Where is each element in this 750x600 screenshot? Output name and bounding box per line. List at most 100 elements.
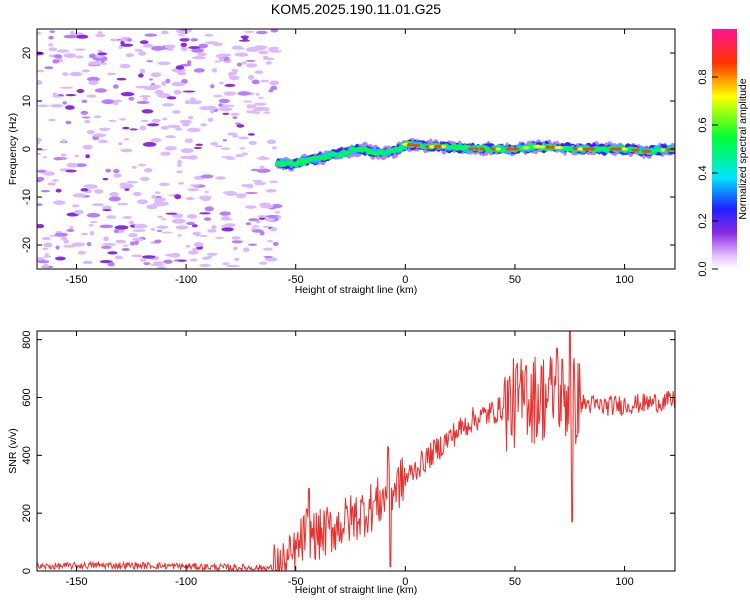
- spectrogram-noise-blob: [215, 176, 226, 180]
- spectrogram-noise-blob: [186, 127, 201, 133]
- spectrogram-noise-blob: [254, 181, 267, 186]
- colorbar-tick-label: 0.0: [697, 261, 709, 276]
- snr-x-ticks: -150 -100 -50 0 50 100: [65, 331, 634, 588]
- spectrogram-noise-blob: [207, 117, 214, 122]
- spectrogram-noise-blob: [137, 163, 147, 167]
- spectrogram-noise-blob: [154, 191, 161, 195]
- spectrogram-noise-blob: [62, 245, 76, 248]
- spectrogram-noise-blob: [163, 259, 173, 264]
- spectrogram-noise-blob: [65, 94, 77, 97]
- spectrogram-noise-blob: [117, 142, 123, 146]
- spectrogram-noise-blob: [254, 70, 264, 74]
- spectrogram-noise-blob: [136, 101, 150, 104]
- spectrogram-noise-blob: [142, 96, 148, 101]
- spectrogram-noise-blob: [80, 188, 89, 192]
- spectrogram-noise-blob: [190, 258, 198, 262]
- spectrogram-noise-blob: [185, 29, 193, 33]
- spectrogram-noise-blob: [160, 125, 169, 130]
- spectrogram-noise-blob: [220, 218, 233, 221]
- spectrogram-noise-blob: [215, 54, 226, 58]
- spectrogram-noise-blob: [203, 217, 212, 221]
- spectrogram-noise-blob: [157, 266, 167, 269]
- spectrogram-noise-blob: [177, 71, 187, 76]
- spectrogram-noise-blob: [138, 51, 147, 56]
- spectrogram-noise-blob: [44, 66, 54, 70]
- spectrogram-noise-blob: [99, 224, 114, 229]
- spectrogram-noise-blob: [177, 234, 182, 237]
- spectrogram-noise-blob: [95, 33, 106, 38]
- spectrogram-noise-blob: [211, 68, 218, 73]
- spectrogram-noise-blob: [241, 184, 253, 188]
- spectrogram-noise-blob: [121, 247, 130, 252]
- spectrogram-noise-blob: [133, 191, 142, 197]
- spectrogram-noise-blob: [48, 118, 56, 122]
- spectrogram-noise-blob: [49, 30, 56, 33]
- spectrogram-noise-blob: [37, 31, 42, 35]
- spectrogram-noise-blob: [63, 34, 77, 39]
- spectrogram-noise-blob: [81, 116, 91, 119]
- spectrogram-noise-blob: [191, 48, 204, 53]
- spectrogram-noise-blob: [37, 80, 43, 85]
- spectrogram-noise-blob: [63, 53, 77, 58]
- spectrogram-noise-blob: [189, 184, 201, 187]
- spectrogram-noise-blob: [90, 230, 95, 236]
- spectrogram-noise-blob: [37, 176, 45, 182]
- spectrogram-peak-blob: [433, 145, 443, 149]
- spectrogram-noise-blob: [228, 72, 235, 77]
- spectrogram-noise-blob: [236, 62, 242, 67]
- spectrogram-noise-blob: [177, 159, 183, 165]
- spectrogram-noise-blob: [151, 45, 165, 51]
- spectrogram-noise-blob: [37, 69, 45, 73]
- spectrogram-noise-blob: [97, 31, 103, 35]
- spectrogram-noise-blob: [75, 55, 84, 59]
- spectrogram-noise-blob: [105, 168, 111, 173]
- spectrogram-noise-blob: [165, 135, 176, 139]
- spectrogram-noise-blob: [237, 91, 251, 96]
- spectrogram-peak-blob: [577, 147, 584, 151]
- spectrogram-noise-blob: [154, 197, 167, 202]
- spectrogram-noise-blob: [74, 154, 80, 158]
- spectrogram-noise-blob: [138, 73, 144, 78]
- spectrogram-noise-blob: [234, 52, 249, 57]
- spectrogram-noise-blob: [142, 255, 156, 259]
- spectrogram-noise-blob: [169, 252, 181, 258]
- spectrogram-noise-blob: [165, 78, 171, 84]
- spectrogram-noise-blob: [166, 96, 177, 100]
- spectrogram-noise-blob: [82, 260, 93, 265]
- spectrogram-noise-blob: [248, 140, 257, 145]
- spectrogram-noise-blob: [266, 240, 274, 243]
- spectrogram-noise-blob: [218, 98, 230, 104]
- spectrogram-noise-blob: [180, 42, 188, 48]
- spectrogram-noise-blob: [224, 223, 236, 228]
- spectrogram-trace-blob: [388, 148, 394, 152]
- spectrogram-noise-blob: [192, 231, 202, 236]
- spectrogram-noise-blob: [109, 38, 120, 42]
- spectrogram-noise-blob: [198, 43, 209, 49]
- spectrogram-noise-blob: [161, 231, 173, 234]
- spectrogram-noise-blob: [256, 220, 261, 224]
- spectrogram-noise-blob: [218, 107, 233, 112]
- spectrogram-noise-blob: [157, 61, 171, 66]
- spectrogram-noise-blob: [120, 92, 135, 97]
- spectrogram-noise-blob: [93, 115, 102, 119]
- spectrogram-noise-blob: [119, 63, 131, 69]
- spectrogram-noise-blob: [126, 38, 132, 42]
- spectrogram-noise-blob: [219, 81, 224, 85]
- spectrogram-peak-blob: [572, 147, 578, 151]
- spectrogram-noise-blob: [193, 68, 205, 73]
- spectrogram-noise-blob: [165, 212, 178, 215]
- spectrogram-noise-blob: [256, 168, 271, 173]
- spectrogram-noise-blob: [150, 228, 156, 231]
- spectrogram-noise-blob: [151, 118, 161, 123]
- spectrogram-peak-blob: [474, 147, 479, 151]
- spectrogram-noise-blob: [184, 100, 190, 105]
- spectrogram-noise-blob: [98, 62, 108, 65]
- spectrogram-noise-blob: [232, 45, 243, 49]
- spectrogram-noise-blob: [182, 90, 196, 93]
- spectrogram-noise-blob: [238, 39, 251, 42]
- spectrogram-noise-blob: [113, 101, 119, 106]
- spectrogram-noise-blob: [76, 89, 85, 93]
- spectrogram-noise-blob: [86, 213, 101, 218]
- spectrogram-noise-blob: [271, 146, 277, 150]
- spectrogram-noise-blob: [146, 204, 158, 210]
